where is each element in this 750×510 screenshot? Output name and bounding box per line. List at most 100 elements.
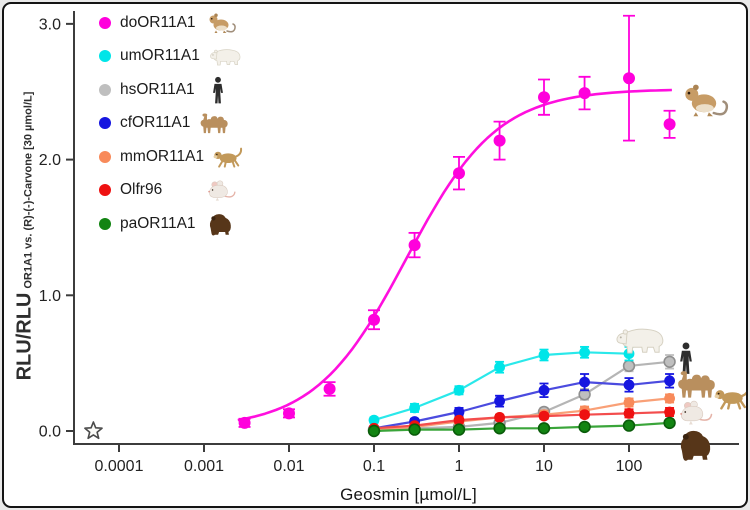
legend-item-Olfr96: Olfr96 [99,174,245,208]
data-point [538,91,550,104]
y-axis-title-main: RLU/RLU [13,292,36,381]
y-axis-title: RLU/RLU OR1A1 vs. (R)-(-)-Carvone [30 µm… [14,92,37,381]
data-point [537,422,551,435]
human-icon [212,76,224,104]
y-tick-label: 1.0 [39,288,61,305]
legend-label: paOR11A1 [120,214,196,232]
data-point [538,410,550,422]
legend-label: cfOR11A1 [120,114,191,132]
data-point [622,359,636,373]
data-point [452,423,466,436]
y-tick-label: 0.0 [39,424,61,441]
x-tick-label: 0.0001 [95,458,144,475]
series-cfOR11A1 [368,373,675,434]
legend-label: hsOR11A1 [120,80,195,98]
data-point [538,384,550,396]
legend-label: mmOR11A1 [120,147,205,165]
data-point [623,408,635,419]
data-point [664,393,675,404]
data-point [409,402,420,414]
data-point [238,416,251,429]
series-line [373,421,670,433]
series-paOR11A1 [367,416,676,438]
series-line [237,88,672,422]
dose-response-chart: 0.0 1.0 2.0 3.0 0.0001 0.001 0.01 0.1 1 10 100 [39,11,739,475]
mouse-icon [674,398,714,426]
polar-bear-icon [614,323,668,356]
legend-item-mmOR11A1: mmOR11A1 [99,140,245,174]
data-point [623,397,635,408]
gerbil-icon [678,80,730,120]
data-point [408,423,421,436]
data-point [494,395,505,407]
data-point [283,407,295,420]
legend-item-cfOR11A1: cfOR11A1 [99,107,245,141]
legend-item-hsOR11A1: hsOR11A1 [99,73,245,107]
series-Olfr96 [368,406,675,434]
polar-bear-icon [209,45,243,67]
legend-marker [99,117,111,130]
x-tick-label: 0.1 [363,458,385,475]
axes: 0.0 1.0 2.0 3.0 0.0001 0.001 0.01 0.1 1 10 100 [39,11,739,475]
data-point [579,346,590,358]
data-point [367,424,381,438]
data-point [622,419,636,432]
data-point [368,313,380,326]
data-point [493,134,506,147]
legend-marker [99,16,111,29]
legend-marker [99,83,111,96]
camel-icon [199,111,233,135]
data-point [579,409,590,421]
x-tick-label: 0.001 [184,458,224,475]
x-tick-label: 0.01 [273,458,304,475]
data-point [663,416,676,430]
legend-item-paOR11A1: paOR11A1 [99,207,245,241]
monkey-icon [709,382,748,410]
data-point [494,412,505,423]
x-axis-title: Geosmin [µmol/L] [340,485,477,504]
y-tick-label: 2.0 [39,152,61,169]
data-point [453,384,465,396]
legend-marker [99,184,111,197]
data-point [579,376,590,388]
data-point [663,355,676,368]
y-tick-label: 3.0 [39,16,61,33]
data-point [623,379,635,391]
gerbil-icon [205,10,237,36]
data-point [664,406,675,418]
y-axis-title-subscript: OR1A1 vs. (R)-(-)-Carvone [30 µmol/L] [22,91,35,289]
data-point [408,239,421,252]
data-point [623,72,635,85]
data-point [493,422,506,435]
monkey-icon [209,145,245,168]
legend-label: doOR11A1 [120,13,196,31]
data-point [663,118,676,131]
series-line [373,410,670,430]
x-tick-label: 100 [616,458,643,475]
legend-marker [99,50,111,63]
data-point [323,382,336,395]
legend-item-doOR11A1: doOR11A1 [99,6,245,40]
data-point [664,375,675,387]
legend-label: umOR11A1 [120,47,200,65]
data-point [578,87,591,100]
data-point [453,414,465,426]
data-point [453,406,465,418]
data-point [453,167,465,180]
gorilla-icon [205,210,235,237]
legend-marker [99,217,111,230]
data-point [368,414,380,426]
gorilla-icon [674,425,716,463]
series-umOR11A1 [368,345,635,426]
legend-item-umOR11A1: umOR11A1 [99,40,245,74]
x-tick-label: 1 [455,458,464,475]
series-line [373,379,670,430]
mouse-icon [203,178,237,202]
chart-legend: doOR11A1 umOR11A1 hsOR11A1 cfOR11A1 mmOR… [99,6,245,241]
data-point [538,349,550,361]
data-point [578,420,591,434]
data-point [494,361,505,373]
legend-label: Olfr96 [120,181,163,199]
legend-marker [99,150,111,163]
